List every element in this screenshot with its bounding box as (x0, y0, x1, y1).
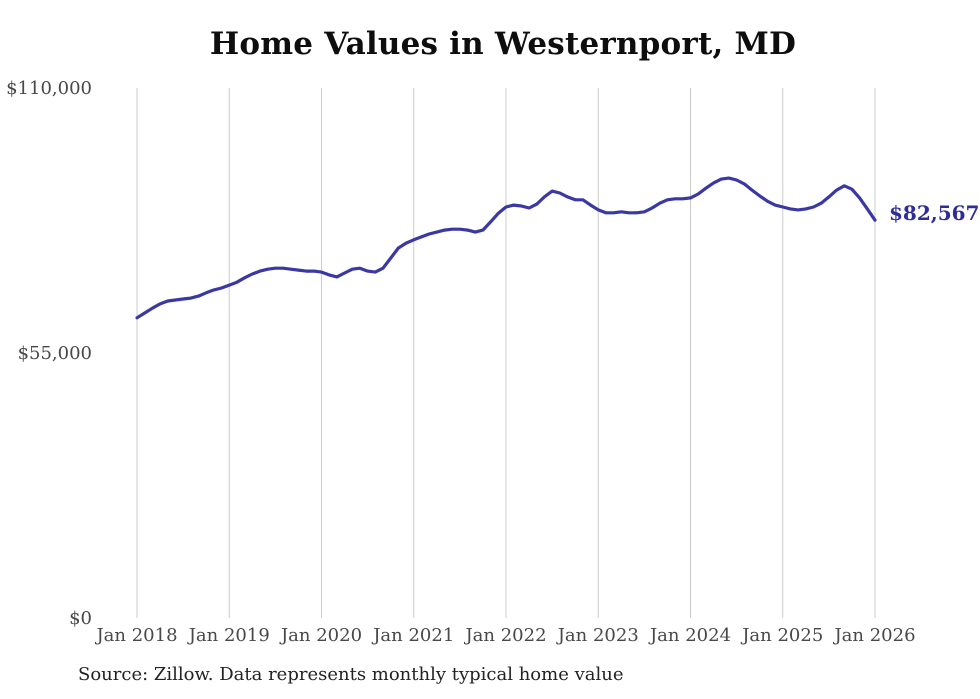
y-tick-label: $0 (69, 608, 92, 629)
x-tick-label: Jan 2022 (463, 625, 546, 646)
x-tick-label: Jan 2023 (556, 625, 639, 646)
x-tick-label: Jan 2024 (648, 625, 731, 646)
x-tick-label: Jan 2025 (740, 625, 823, 646)
y-tick-label: $55,000 (18, 343, 92, 364)
x-tick-label: Jan 2018 (94, 625, 177, 646)
source-note: Source: Zillow. Data represents monthly … (78, 664, 624, 685)
x-tick-label: Jan 2019 (187, 625, 270, 646)
x-tick-label: Jan 2021 (371, 625, 454, 646)
x-tick-label: Jan 2026 (832, 625, 915, 646)
end-value-label: $82,567 (889, 201, 979, 225)
chart-title: Home Values in Westernport, MD (209, 26, 797, 62)
x-tick-label: Jan 2020 (279, 625, 362, 646)
y-tick-label: $110,000 (6, 78, 92, 99)
value-line (135, 176, 877, 320)
